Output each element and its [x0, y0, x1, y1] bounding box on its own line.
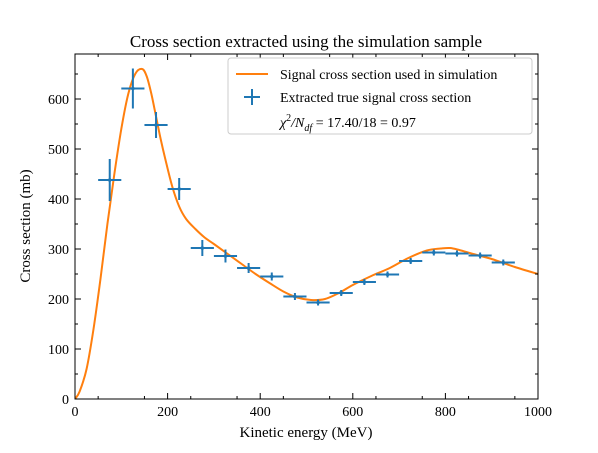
data-marker: [455, 251, 459, 256]
chi-slash-n: /N: [290, 116, 305, 131]
legend-label-simulation: Signal cross section used in simulation: [280, 68, 497, 83]
y-tick-label: 300: [48, 243, 69, 258]
chi-symbol: χ: [278, 116, 287, 131]
chi-superscript: 2: [286, 113, 291, 124]
x-axis-label: Kinetic energy (MeV): [239, 425, 372, 441]
x-tick-label: 200: [157, 405, 178, 420]
y-tick-label: 200: [48, 293, 69, 308]
simulation-curve: [75, 67, 538, 399]
y-tick-label: 0: [62, 393, 69, 408]
x-tick-label: 1000: [524, 405, 552, 420]
plot-frame: [74, 53, 539, 400]
y-tick-label: 400: [48, 193, 69, 208]
data-marker: [177, 187, 181, 191]
data-marker: [478, 253, 482, 258]
y-tick-label: 600: [48, 93, 69, 108]
chart-title: Cross section extracted using the simula…: [130, 32, 482, 51]
data-marker: [408, 259, 413, 263]
data-marker: [154, 123, 158, 127]
data-marker: [316, 300, 320, 305]
data-point: [422, 249, 446, 256]
data-point: [213, 249, 238, 263]
data-point: [260, 272, 284, 281]
data-point: [399, 258, 423, 264]
data-marker: [432, 250, 436, 255]
x-tick-label: 0: [72, 405, 79, 420]
y-tick-label: 100: [48, 343, 69, 358]
data-point: [121, 68, 145, 109]
data-point: [329, 290, 353, 296]
data-point: [468, 252, 492, 259]
data-marker: [385, 272, 390, 277]
x-tick-label: 600: [342, 405, 363, 420]
y-axis: 0 100 200 300 400 500 600: [48, 73, 538, 408]
data-marker: [223, 254, 228, 258]
data-point: [491, 259, 515, 266]
data-marker: [339, 291, 344, 295]
data-point: [190, 240, 214, 256]
data-point: [352, 279, 376, 285]
data-marker: [362, 280, 367, 284]
data-point: [237, 263, 261, 273]
legend: Signal cross section used in simulation …: [227, 57, 533, 135]
data-point: [375, 271, 400, 278]
chi2-annotation: χ2/Ndf = 17.40/18 = 0.97: [278, 113, 416, 134]
x-tick-label: 400: [250, 405, 271, 420]
x-tick-label: 800: [435, 405, 456, 420]
chi-subscript: df: [304, 123, 313, 134]
data-point: [98, 159, 122, 201]
legend-errorbar-swatch: [244, 89, 260, 105]
y-axis-label: Cross section (mb): [18, 169, 34, 282]
legend-label-extracted: Extracted true signal cross section: [280, 91, 471, 106]
chi-value: = 17.40/18 = 0.97: [312, 116, 416, 131]
data-marker: [131, 86, 135, 91]
data-marker: [269, 274, 274, 279]
y-tick-label: 500: [48, 143, 69, 158]
legend-box: [227, 57, 533, 135]
data-point: [167, 178, 191, 200]
data-point: [306, 299, 330, 306]
data-marker: [107, 178, 112, 182]
data-point: [283, 293, 307, 300]
data-marker: [200, 246, 205, 250]
data-marker: [293, 294, 297, 299]
data-point: [144, 112, 168, 138]
data-point: [445, 250, 469, 257]
data-marker: [246, 266, 251, 270]
series-layer: [75, 67, 538, 399]
x-axis: 0 200 400 600 800 1000: [72, 54, 552, 420]
data-marker: [501, 260, 506, 265]
